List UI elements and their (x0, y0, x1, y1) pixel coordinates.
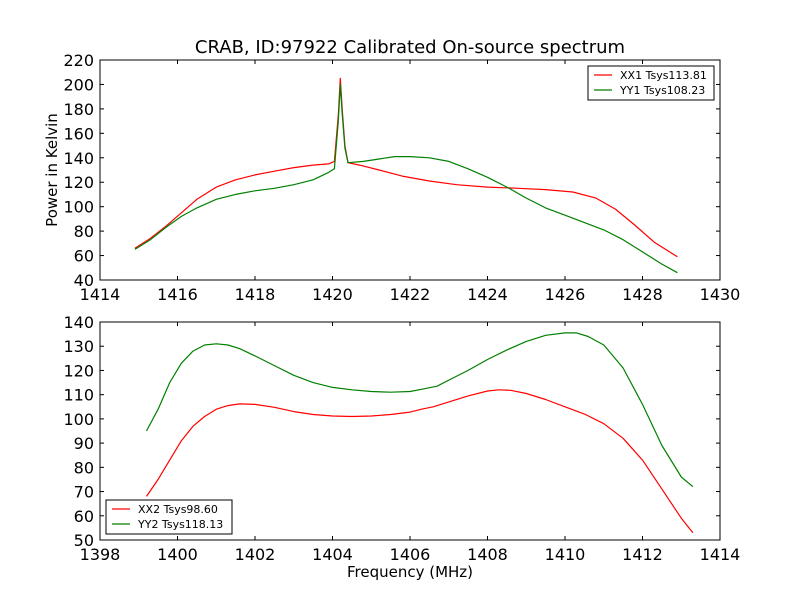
chart2-y-tick-label: 100 (63, 410, 94, 429)
chart1-x-tick-label: 1422 (390, 285, 431, 304)
chart1-x-tick-label: 1420 (312, 285, 353, 304)
chart1-x-tick-label: 1428 (622, 285, 663, 304)
chart2-series-line-1 (146, 389, 694, 534)
chart2-y-tick-label: 60 (74, 507, 94, 526)
chart1-y-tick-label: 60 (74, 247, 94, 266)
chart2-series-line-2 (145, 332, 694, 488)
chart2-y-tick-label: 70 (74, 483, 94, 502)
chart2-y-tick-label: 90 (74, 434, 94, 453)
chart2-x-tick-label: 1414 (700, 545, 741, 564)
chart1-y-tick-label: 180 (63, 100, 94, 119)
chart1-y-tick-label: 100 (63, 198, 94, 217)
chart2-y-tick-label: 50 (74, 531, 94, 550)
chart1-x-tick-label: 1418 (235, 285, 276, 304)
chart2-x-tick-label: 1406 (390, 545, 431, 564)
chart1-y-tick-label: 200 (63, 75, 94, 94)
chart2-x-tick-label: 1408 (467, 545, 508, 564)
chart2-x-tick-label: 1400 (157, 545, 198, 564)
chart2-y-tick-label: 120 (63, 361, 94, 380)
chart2-x-tick-label: 1404 (312, 545, 353, 564)
chart2-legend-label-2: YY2 Tsys118.13 (137, 518, 223, 531)
chart2-y-tick-label: 140 (63, 313, 94, 332)
chart1-x-tick-label: 1426 (545, 285, 586, 304)
chart2-x-tick-label: 1412 (622, 545, 663, 564)
chart1-legend-label-1: XX1 Tsys113.81 (620, 69, 707, 82)
chart1-y-tick-label: 40 (74, 271, 94, 290)
chart2-y-tick-label: 110 (63, 386, 94, 405)
chart1-title: CRAB, ID:97922 Calibrated On-source spec… (195, 37, 625, 58)
chart2-y-tick-label: 130 (63, 337, 94, 356)
chart1-x-tick-label: 1424 (467, 285, 508, 304)
chart2-x-tick-label: 1398 (80, 545, 121, 564)
chart2-x-tick-label: 1410 (545, 545, 586, 564)
chart1-series-line-1 (134, 77, 678, 258)
chart1-y-tick-label: 120 (63, 173, 94, 192)
chart1-y-tick-label: 140 (63, 149, 94, 168)
chart1-series-line-2 (134, 83, 678, 274)
chart2-legend-label-1: XX2 Tsys98.60 (138, 503, 218, 516)
chart1-x-tick-label: 1414 (80, 285, 121, 304)
chart1-x-tick-label: 1430 (700, 285, 741, 304)
chart1-legend-label-2: YY1 Tsys108.23 (619, 84, 705, 97)
chart2-x-axis-label: Frequency (MHz) (347, 563, 473, 581)
chart1-legend-box (587, 65, 715, 101)
chart2-x-tick-label: 1402 (235, 545, 276, 564)
chart1-y-axis-label: Power in Kelvin (43, 113, 61, 227)
chart1-x-tick-label: 1416 (157, 285, 198, 304)
chart1-y-tick-label: 160 (63, 124, 94, 143)
chart2-legend-box (105, 499, 233, 535)
chart1-y-tick-label: 220 (63, 51, 94, 70)
chart1-y-tick-label: 80 (74, 222, 94, 241)
chart2-y-tick-label: 80 (74, 458, 94, 477)
